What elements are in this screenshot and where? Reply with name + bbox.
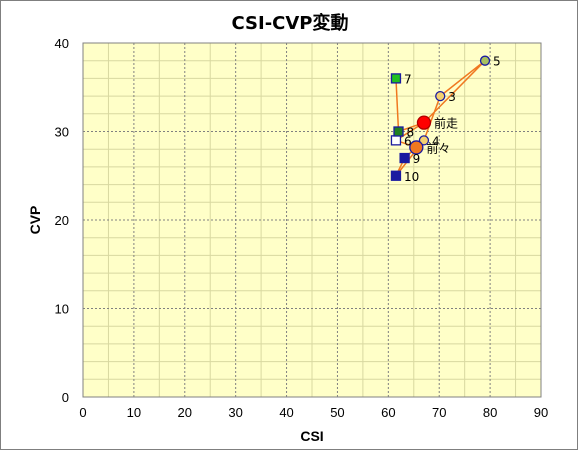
point-label: 4 [432,134,440,148]
y-tick-label: 0 [62,390,69,405]
x-tick-label: 50 [330,405,344,420]
point-label: 3 [448,90,456,104]
x-tick-label: 80 [483,405,497,420]
x-tick-label: 70 [432,405,446,420]
point-label: 10 [404,170,419,184]
point-label: 前々 [426,140,450,155]
y-tick-label: 10 [55,302,69,317]
x-tick-label: 20 [178,405,192,420]
data-point-9 [399,152,410,164]
y-tick-label: 20 [55,213,69,228]
point-label: 8 [407,126,415,140]
data-point-6 [390,135,402,146]
point-label: 5 [493,55,501,69]
x-tick-label: 10 [127,405,141,420]
y-axis-label: CVP [27,206,43,235]
data-point-前走 [416,115,432,130]
y-tick-label: 30 [55,125,69,140]
x-tick-label: 90 [534,405,548,420]
data-point-10 [390,170,402,181]
x-tick-label: 40 [279,405,293,420]
chart-title: CSI-CVP変動 [231,13,349,34]
point-label: 9 [413,152,421,166]
x-tick-label: 0 [79,405,86,420]
x-axis-label: CSI [300,428,323,444]
data-point-3 [435,90,446,102]
plot-border [82,42,542,398]
point-label: 7 [404,72,412,86]
data-point-4 [418,135,430,146]
data-point-5 [479,55,491,66]
data-point-前々 [409,140,424,155]
data-point-8 [393,126,404,137]
point-label: 6 [404,134,412,148]
x-tick-label: 60 [381,405,395,420]
x-tick-label: 30 [228,405,242,420]
point-label: 前走 [434,116,458,131]
y-tick-label: 40 [55,36,69,51]
data-point-7 [390,73,402,84]
